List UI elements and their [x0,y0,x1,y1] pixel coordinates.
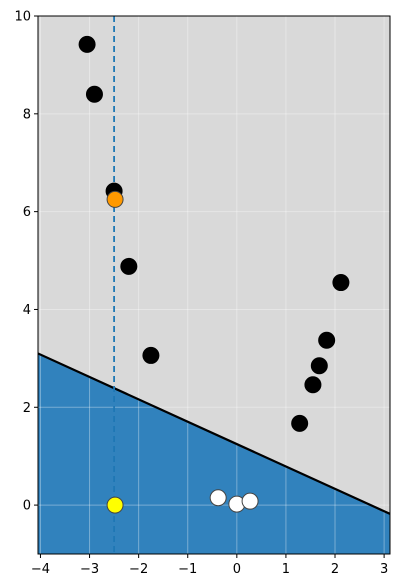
y-tick-label-3: 6 [23,205,31,220]
point-inside-0 [209,489,227,507]
x-tick-label-3: −1 [178,562,197,577]
point-highlight-yellow-0 [106,496,124,514]
decision-boundary-line [38,352,390,515]
data-points [78,35,350,514]
point-outside-9 [291,414,309,432]
point-outside-4 [142,346,160,364]
point-outside-7 [310,357,328,375]
y-tick-label-4: 8 [23,107,31,122]
plot-frame [37,15,391,555]
x-tick-label-6: 2 [331,562,339,577]
axes: −4 −3 −2 −1 0 1 2 3 0 2 4 6 8 10 [14,10,388,578]
point-outside-0 [78,35,96,53]
point-outside-3 [120,257,138,275]
x-tick-label-7: 3 [380,562,388,577]
point-outside-8 [304,376,322,394]
point-outside-5 [332,274,350,292]
point-highlight-orange-0 [106,190,124,208]
lower-region [38,353,390,554]
x-tick-label-5: 1 [282,562,290,577]
point-inside-2 [241,492,259,510]
point-outside-1 [85,85,103,103]
y-tick-label-5: 10 [14,10,31,25]
point-outside-6 [318,331,336,349]
y-tick-label-2: 4 [23,303,31,318]
y-tick-label-1: 2 [23,401,31,416]
x-tick-label-0: −4 [31,562,50,577]
x-tick-label-1: −3 [80,562,99,577]
x-tick-label-2: −2 [129,562,148,577]
x-tick-label-4: 0 [233,562,241,577]
y-tick-label-0: 0 [23,499,31,514]
